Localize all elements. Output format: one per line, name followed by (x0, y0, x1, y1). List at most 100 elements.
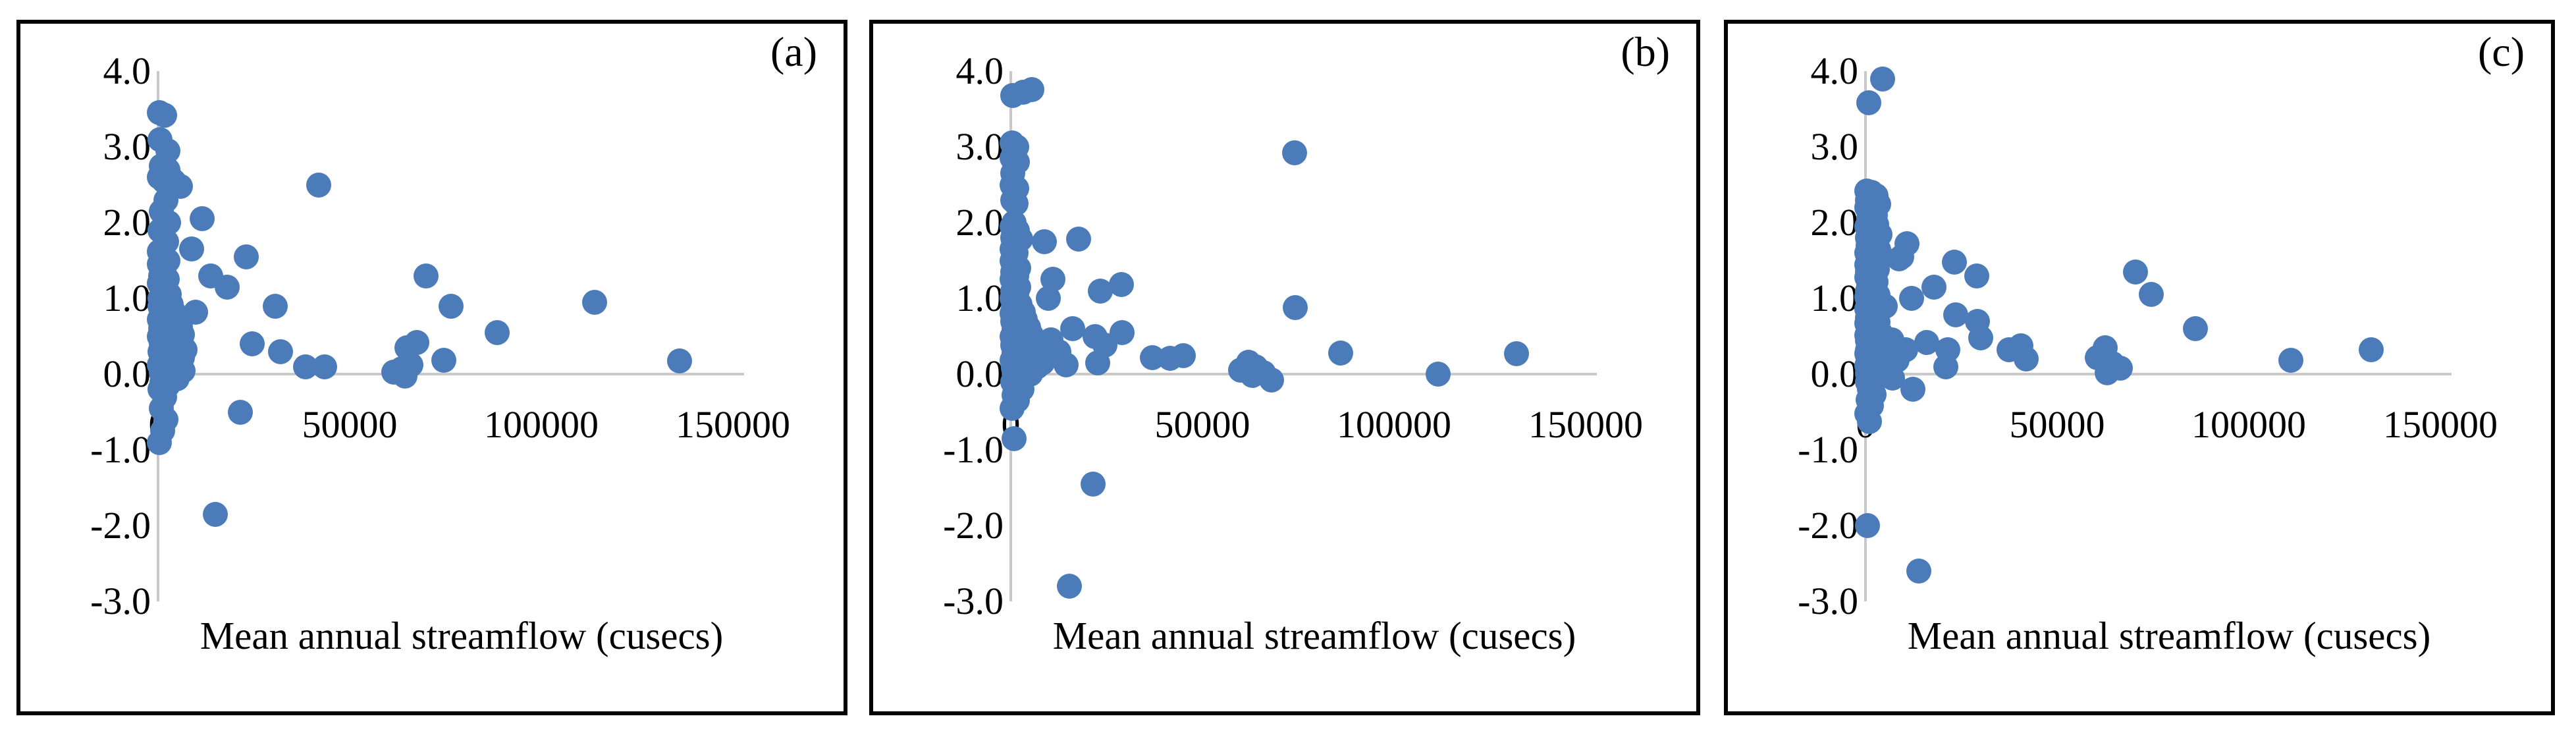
scatter-point (1032, 229, 1058, 254)
x-axis-line (158, 373, 745, 375)
scatter-point (147, 429, 173, 455)
y-tick-label: 1.0 (955, 277, 1004, 319)
panel-letter-label: (a) (770, 28, 817, 75)
scatter-panel-b: 4.0 3.0 2.0 1.0 0.0 -1.0 -2.0 -3.0 0 50000 100000 1… (869, 20, 1700, 715)
scatter-point (1328, 340, 1353, 366)
scatter-point (1108, 272, 1134, 298)
x-axis-line (1011, 373, 1597, 375)
y-tick-label: -3.0 (943, 580, 1004, 622)
y-tick-label: 2.0 (103, 201, 151, 244)
scatter-point (1906, 559, 1932, 584)
scatter-point (1054, 352, 1079, 378)
scatter-point (1968, 325, 1993, 350)
scatter-point (203, 501, 228, 527)
y-tick-label: 3.0 (1810, 125, 1859, 168)
scatter-point (1281, 140, 1307, 166)
y-tick-label: 2.0 (1810, 201, 1859, 244)
scatter-point (239, 331, 265, 356)
y-tick-label: -2.0 (1798, 504, 1858, 547)
x-tick-label: 100000 (2191, 403, 2306, 446)
scatter-point (392, 364, 418, 389)
scatter-point (1000, 395, 1025, 421)
x-axis-line (1865, 373, 2452, 375)
scatter-point (666, 348, 692, 374)
scatter-point (1081, 471, 1106, 497)
y-tick-label: 0.0 (955, 352, 1004, 395)
y-tick-label: -2.0 (90, 504, 151, 547)
scatter-point (1857, 409, 1883, 435)
scatter-point (431, 348, 456, 373)
y-tick-label: 3.0 (955, 125, 1004, 168)
scatter-point (1066, 227, 1091, 252)
y-tick-label: 3.0 (103, 125, 151, 168)
scatter-point (485, 319, 510, 345)
scatter-point (1921, 274, 1946, 300)
x-tick-label: 100000 (484, 403, 599, 446)
y-tick-label: -2.0 (943, 504, 1004, 547)
x-tick-label: 50000 (302, 403, 398, 446)
scatter-point (2182, 316, 2208, 341)
scatter-point (1282, 294, 1308, 320)
scatter-point (178, 236, 204, 262)
scatter-point (2359, 337, 2384, 363)
scatter-point (268, 339, 294, 364)
x-tick-label: 150000 (2383, 403, 2498, 446)
scatter-point (1057, 574, 1083, 599)
scatter-point (1889, 244, 1915, 269)
scatter-point (1942, 249, 1968, 275)
scatter-point (2138, 282, 2164, 308)
scatter-point (1092, 333, 1117, 358)
scatter-point (1943, 302, 1968, 328)
y-tick-label: 1.0 (1810, 277, 1859, 319)
y-tick-label: -1.0 (90, 428, 151, 471)
x-tick-label: 150000 (676, 403, 790, 446)
scatter-point (228, 399, 254, 425)
y-tick-label: -1.0 (943, 428, 1004, 471)
scatter-point (233, 244, 259, 269)
y-tick-label: 0.0 (103, 352, 151, 395)
scatter-point (1933, 354, 1959, 379)
x-axis-title: Mean annual streamflow (cusecs) (1907, 614, 2431, 657)
scatter-point (1239, 363, 1265, 389)
scatter-point (189, 206, 215, 232)
scatter-point (414, 263, 439, 288)
scatter-point (1060, 316, 1086, 341)
scatter-point (394, 335, 420, 360)
y-tick-label: 4.0 (955, 49, 1004, 92)
scatter-point (1036, 286, 1061, 311)
y-tick-label: -1.0 (1798, 428, 1858, 471)
y-tick-label: 4.0 (1810, 49, 1859, 92)
y-tick-label: -3.0 (1798, 580, 1858, 622)
scatter-point (1854, 513, 1880, 538)
scatter-point (1001, 425, 1027, 451)
x-tick-label: 100000 (1337, 403, 1451, 446)
scatter-point (2094, 360, 2120, 385)
panel-letter-label: (b) (1621, 28, 1670, 75)
x-tick-label: 50000 (1154, 403, 1250, 446)
scatter-point (1856, 90, 1881, 116)
scatter-point (1873, 293, 1898, 319)
scatter-point (1019, 76, 1044, 102)
scatter-point (262, 293, 288, 319)
scatter-point (1425, 362, 1451, 387)
scatter-point (1870, 66, 1896, 92)
x-tick-label: 50000 (2009, 403, 2105, 446)
y-tick-label: 4.0 (103, 49, 151, 92)
x-tick-label: 150000 (1528, 403, 1643, 446)
scatter-point (183, 299, 209, 325)
scatter-point (214, 274, 240, 300)
scatter-point (306, 172, 332, 198)
scatter-point (152, 102, 178, 128)
scatter-point (2008, 333, 2033, 359)
scatter-point (582, 289, 608, 315)
x-axis-title: Mean annual streamflow (cusecs) (200, 614, 724, 657)
scatter-point (1893, 337, 1919, 363)
y-tick-label: -3.0 (90, 580, 151, 622)
panel-letter-label: (c) (2477, 28, 2525, 75)
scatter-point (1964, 263, 1989, 288)
scatter-point (312, 354, 338, 379)
scatter-panel-c: 4.03.02.01.00.0-1.0-2.0-3.00500001000001… (1724, 20, 2555, 715)
scatter-point (2123, 259, 2149, 285)
scatter-point (1504, 341, 1530, 366)
